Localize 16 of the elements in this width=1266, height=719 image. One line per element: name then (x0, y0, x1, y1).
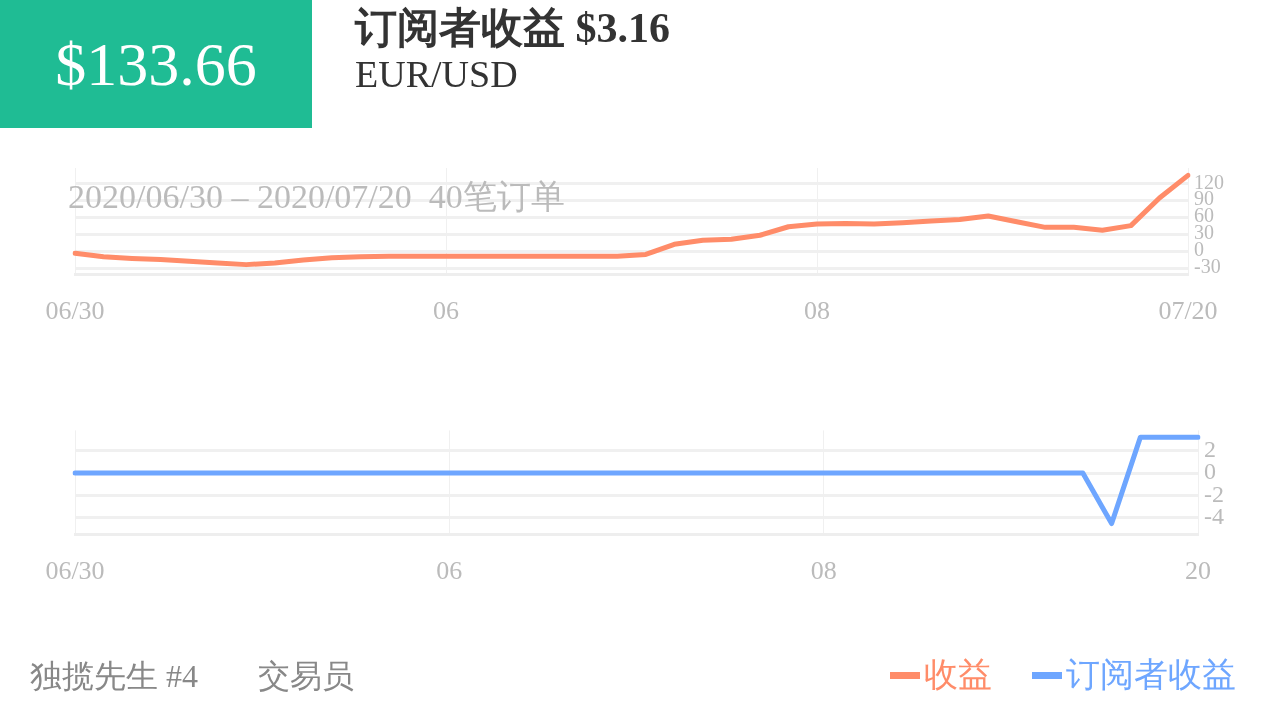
chart-title: 订阅者收益 $3.16 (355, 5, 670, 51)
x-tick-label: 06/30 (45, 296, 105, 326)
x-tick-label: 08 (810, 556, 837, 586)
x-tick-label: 06 (433, 296, 459, 326)
text: 独揽先生 #4 (30, 657, 198, 696)
x-tick-label: 20 (1185, 556, 1212, 586)
legend-label: 订阅者收益 (1066, 653, 1236, 696)
legend-label: 收益 (924, 653, 992, 696)
x-tick-label: 06/30 (45, 556, 105, 586)
x-tick-label: 07/20 (1158, 296, 1218, 326)
annotation: 2020/06/30 – 2020/07/20 40笔订单 (68, 177, 565, 217)
chart-subtitle: EUR/USD (355, 52, 518, 96)
x-tick-label: 06 (436, 556, 463, 586)
x-tick-label: 08 (804, 296, 830, 326)
text: 交易员 (258, 657, 354, 696)
text: $133.66 (0, 0, 312, 128)
